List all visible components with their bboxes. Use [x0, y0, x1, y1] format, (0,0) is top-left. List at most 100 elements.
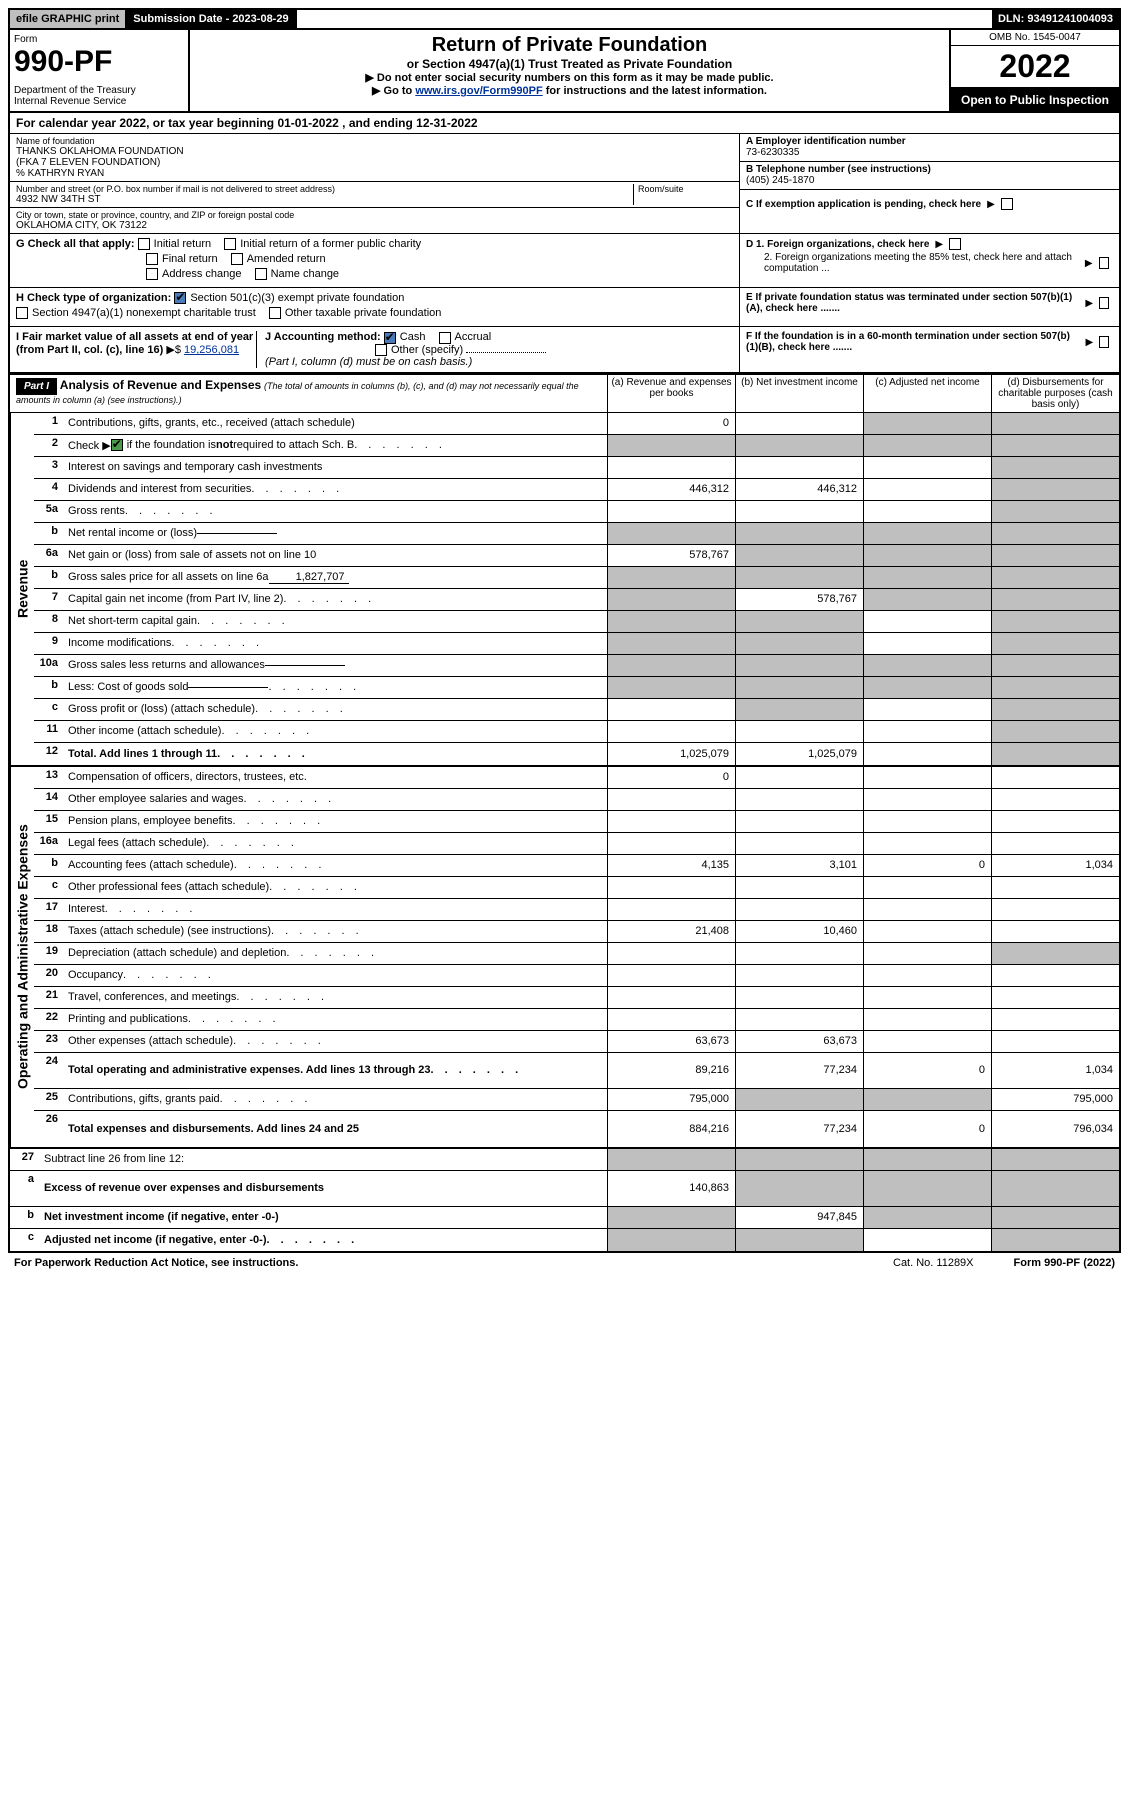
amount-cell [607, 965, 735, 986]
amount-cell [735, 1171, 863, 1206]
amount-cell [735, 523, 863, 544]
h-check-row: H Check type of organization: Section 50… [8, 288, 1121, 327]
table-row: 17Interest . . . . . . . [34, 899, 1119, 921]
amount-cell [991, 523, 1119, 544]
cash-checkbox[interactable] [384, 332, 396, 344]
table-row: bGross sales price for all assets on lin… [34, 567, 1119, 589]
table-row: 5aGross rents . . . . . . . [34, 501, 1119, 523]
line-number: 1 [34, 413, 64, 434]
table-row: 20Occupancy . . . . . . . [34, 965, 1119, 987]
addr-label: Number and street (or P.O. box number if… [16, 184, 633, 194]
amount-cell [863, 1031, 991, 1052]
accrual-checkbox[interactable] [439, 332, 451, 344]
line-description: Other income (attach schedule) . . . . .… [64, 721, 607, 742]
instr-goto: ▶ Go to www.irs.gov/Form990PF for instru… [194, 84, 945, 97]
f-label: F If the foundation is in a 60-month ter… [746, 331, 1080, 353]
table-row: 24Total operating and administrative exp… [34, 1053, 1119, 1089]
line-number: c [10, 1229, 40, 1251]
d2-checkbox[interactable] [1099, 257, 1109, 269]
amount-cell [863, 833, 991, 854]
table-row: 19Depreciation (attach schedule) and dep… [34, 943, 1119, 965]
e-checkbox[interactable] [1099, 297, 1109, 309]
table-row: 14Other employee salaries and wages . . … [34, 789, 1119, 811]
501c3-checkbox[interactable] [174, 292, 186, 304]
schb-checkbox[interactable] [111, 439, 123, 451]
line-number: 19 [34, 943, 64, 964]
amount-cell [607, 1229, 735, 1251]
amount-cell [863, 501, 991, 522]
amount-cell [863, 789, 991, 810]
other-taxable-checkbox[interactable] [269, 307, 281, 319]
line-number: 27 [10, 1149, 40, 1170]
dln: DLN: 93491241004093 [992, 10, 1119, 28]
amount-cell [991, 833, 1119, 854]
amount-cell [735, 811, 863, 832]
amount-cell: 0 [607, 413, 735, 434]
amount-cell [735, 413, 863, 434]
d1-checkbox[interactable] [949, 238, 961, 250]
amount-cell [991, 811, 1119, 832]
amount-cell [735, 633, 863, 654]
amount-cell [735, 1149, 863, 1170]
amount-cell: 89,216 [607, 1053, 735, 1088]
foundation-name: THANKS OKLAHOMA FOUNDATION (FKA 7 ELEVEN… [16, 146, 733, 179]
amount-cell: 947,845 [735, 1207, 863, 1228]
amount-cell [863, 611, 991, 632]
name-change-checkbox[interactable] [255, 268, 267, 280]
amount-cell [991, 699, 1119, 720]
g-label: G Check all that apply: [16, 238, 135, 250]
amount-cell [991, 1031, 1119, 1052]
amount-cell [991, 965, 1119, 986]
amount-cell [735, 1229, 863, 1251]
other-method-checkbox[interactable] [375, 344, 387, 356]
line-number: 2 [34, 435, 64, 456]
c-checkbox[interactable] [1001, 198, 1013, 210]
amount-cell [991, 943, 1119, 964]
amount-cell [607, 677, 735, 698]
line-description: Interest . . . . . . . [64, 899, 607, 920]
top-bar: efile GRAPHIC print Submission Date - 20… [8, 8, 1121, 30]
initial-former-checkbox[interactable] [224, 238, 236, 250]
col-c-header: (c) Adjusted net income [863, 375, 991, 412]
amount-cell [607, 611, 735, 632]
ein-label: A Employer identification number [746, 136, 1113, 147]
amount-cell: 140,863 [607, 1171, 735, 1206]
line-number: 23 [34, 1031, 64, 1052]
amount-cell [735, 1009, 863, 1030]
amount-cell: 1,034 [991, 855, 1119, 876]
address-change-checkbox[interactable] [146, 268, 158, 280]
amended-return-checkbox[interactable] [231, 253, 243, 265]
amount-cell [735, 1089, 863, 1110]
f-checkbox[interactable] [1099, 336, 1109, 348]
form-label: Form [14, 34, 184, 45]
amount-cell [991, 435, 1119, 456]
line-description: Other employee salaries and wages . . . … [64, 789, 607, 810]
4947a1-checkbox[interactable] [16, 307, 28, 319]
pra-notice: For Paperwork Reduction Act Notice, see … [14, 1257, 298, 1269]
line-number: 10a [34, 655, 64, 676]
table-row: 1Contributions, gifts, grants, etc., rec… [34, 413, 1119, 435]
j-label: J Accounting method: [265, 331, 381, 343]
table-row: 25Contributions, gifts, grants paid . . … [34, 1089, 1119, 1111]
amount-cell: 1,025,079 [607, 743, 735, 765]
table-row: 27Subtract line 26 from line 12: [10, 1149, 1119, 1171]
amount-cell [863, 1207, 991, 1228]
line-description: Net investment income (if negative, ente… [40, 1207, 607, 1228]
table-row: 6aNet gain or (loss) from sale of assets… [34, 545, 1119, 567]
amount-cell [991, 457, 1119, 478]
final-return-checkbox[interactable] [146, 253, 158, 265]
table-row: 3Interest on savings and temporary cash … [34, 457, 1119, 479]
line-number: 25 [34, 1089, 64, 1110]
form-title: Return of Private Foundation [194, 34, 945, 57]
line-description: Total operating and administrative expen… [64, 1053, 607, 1088]
efile-print-button[interactable]: efile GRAPHIC print [10, 10, 127, 28]
amount-cell: 1,034 [991, 1053, 1119, 1088]
amount-cell [863, 1149, 991, 1170]
table-row: cGross profit or (loss) (attach schedule… [34, 699, 1119, 721]
amount-cell: 77,234 [735, 1053, 863, 1088]
fmv-value[interactable]: 19,256,081 [184, 344, 239, 356]
irs-link[interactable]: www.irs.gov/Form990PF [415, 85, 542, 97]
initial-return-checkbox[interactable] [138, 238, 150, 250]
amount-cell [991, 721, 1119, 742]
amount-cell: 3,101 [735, 855, 863, 876]
